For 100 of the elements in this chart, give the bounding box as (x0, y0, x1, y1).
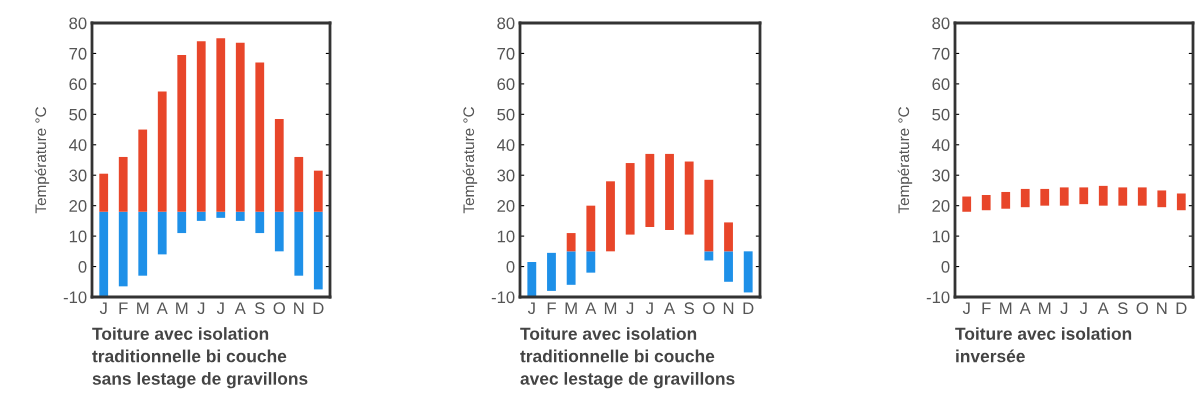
bar (313, 211, 323, 290)
y-tick-label: -10 (63, 291, 87, 304)
bar (118, 156, 128, 212)
x-tick-label: A (1097, 302, 1109, 314)
bar (177, 211, 187, 234)
x-tick-label: J (99, 302, 107, 315)
bar (1098, 185, 1108, 206)
bar (157, 211, 167, 255)
text: Toiture avec isolation traditionnelle bi couche avec lestage de gravillons (520, 327, 735, 389)
bar (665, 153, 674, 231)
text: Toiture avec isolation traditionnelle bi couche sans lestage de gravillons (92, 327, 308, 389)
bar (1137, 187, 1147, 206)
bar (1001, 191, 1011, 209)
bar (704, 251, 714, 261)
y-tick-label: 10 (932, 230, 950, 243)
y-tick-label: 50 (69, 108, 87, 121)
bar (294, 156, 304, 212)
x-tick-label: J (645, 302, 653, 315)
bar (547, 252, 556, 291)
bar (1118, 187, 1128, 206)
bar (1079, 187, 1089, 205)
y-tick-label: 0 (941, 260, 950, 273)
bar (1040, 188, 1050, 206)
x-tick-label: J (962, 302, 970, 315)
y-tick-label: 30 (497, 169, 515, 182)
x-tick-label: J (626, 302, 634, 315)
y-tick-label: 60 (932, 78, 950, 91)
bar (235, 211, 245, 221)
x-tick-label: M (137, 302, 149, 314)
y-tick-label: 40 (931, 139, 950, 151)
bar (99, 211, 109, 297)
bar (313, 170, 323, 212)
x-tick-label: M (176, 302, 188, 314)
x-tick-label: S (684, 302, 694, 315)
x-tick-label: J (527, 302, 535, 315)
bar (255, 62, 265, 212)
bar (138, 129, 148, 212)
y-tick-label: -10 (926, 291, 950, 304)
bar (294, 211, 304, 276)
bar (743, 251, 753, 293)
x-tick-label: J (197, 302, 205, 315)
y-tick-label: 10 (497, 230, 515, 243)
bar (216, 211, 226, 218)
x-tick-label: S (1117, 302, 1128, 315)
y-tick-label: 40 (496, 139, 515, 151)
bar (157, 91, 167, 212)
y-tick-label: 70 (497, 47, 515, 60)
y-tick-label: 50 (497, 108, 515, 121)
y-tick-label: 10 (69, 230, 87, 243)
bar (625, 163, 635, 235)
x-tick-label: J (216, 302, 224, 315)
bar (118, 211, 128, 287)
text: Toiture avec isolation inversée (955, 327, 1132, 363)
y-tick-label: 40 (68, 139, 87, 151)
bar (586, 251, 596, 273)
bar (274, 211, 284, 252)
x-tick-label: D (313, 302, 324, 314)
bar (216, 38, 226, 212)
x-tick-label: A (1019, 302, 1031, 314)
bar (1176, 193, 1186, 211)
bar (196, 211, 206, 221)
x-tick-label: M (1039, 302, 1051, 314)
bar (981, 195, 991, 211)
y-axis-title: Température °C (897, 107, 913, 214)
x-tick-label: M (1000, 302, 1012, 314)
bar (274, 118, 284, 212)
x-tick-label: A (156, 302, 168, 314)
bar (196, 41, 206, 212)
y-tick-label: 80 (497, 17, 515, 30)
bar (724, 251, 733, 282)
x-tick-label: N (294, 302, 304, 314)
bar (527, 261, 537, 297)
x-tick-label: J (1060, 302, 1068, 315)
x-tick-label: S (254, 302, 265, 315)
x-tick-label: A (663, 302, 676, 314)
bar (704, 179, 714, 252)
bar (586, 205, 596, 252)
x-tick-label: M (565, 302, 577, 314)
x-tick-label: N (1157, 302, 1167, 314)
y-tick-label: 30 (932, 169, 950, 182)
y-tick-label: 0 (506, 260, 515, 273)
x-tick-label: O (273, 302, 285, 315)
bar (606, 181, 615, 252)
bar (566, 233, 576, 252)
y-tick-label: 70 (69, 47, 87, 60)
x-tick-label: F (119, 302, 128, 314)
y-tick-label: 50 (932, 108, 950, 121)
y-axis-title: Température °C (462, 107, 478, 214)
bar (684, 161, 694, 235)
x-tick-label: M (604, 302, 617, 314)
bar (645, 153, 655, 227)
bar (1059, 187, 1069, 206)
x-tick-label: D (1176, 302, 1187, 314)
y-tick-label: 80 (69, 17, 87, 30)
y-axis-title: Température °C (34, 107, 50, 214)
x-tick-label: A (234, 302, 246, 314)
bar (177, 54, 187, 212)
bar (962, 196, 972, 212)
y-tick-label: 20 (932, 200, 950, 212)
bar (566, 251, 576, 285)
